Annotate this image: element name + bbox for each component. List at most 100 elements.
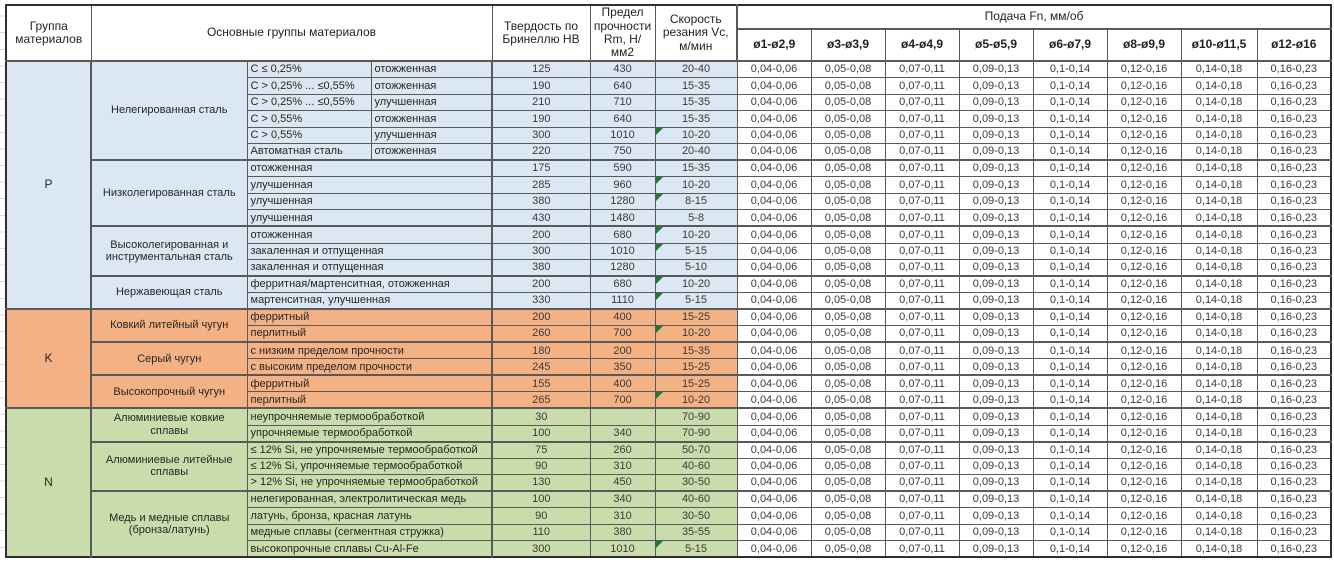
- feed-cell[interactable]: 0,14-0,18: [1180, 292, 1258, 310]
- rm-cell[interactable]: 960: [589, 176, 656, 194]
- feed-cell[interactable]: 0,12-0,16: [1106, 407, 1182, 426]
- feed-cell[interactable]: 0,12-0,16: [1106, 440, 1182, 459]
- feed-cell[interactable]: 0,14-0,18: [1180, 457, 1258, 476]
- feed-cell[interactable]: 0,12-0,16: [1106, 209, 1182, 227]
- vc-cell[interactable]: 5-15: [654, 540, 738, 558]
- state-cell[interactable]: отожженная: [370, 60, 493, 79]
- rm-cell[interactable]: 590: [589, 159, 656, 178]
- feed-cell[interactable]: 0,05-0,08: [810, 77, 886, 95]
- hb-cell[interactable]: 245: [491, 358, 591, 376]
- feed-cell[interactable]: 0,12-0,16: [1106, 341, 1182, 360]
- rm-cell[interactable]: 430: [589, 60, 656, 79]
- feed-cell[interactable]: 0,07-0,11: [884, 523, 960, 542]
- subgroup-name-cell[interactable]: Высоколегированная и инструментальная ст…: [90, 225, 248, 277]
- feed-cell[interactable]: 0,09-0,13: [958, 440, 1034, 459]
- vc-cell[interactable]: 40-60: [654, 457, 738, 476]
- vc-cell[interactable]: 10-20: [654, 391, 738, 409]
- feed-cell[interactable]: 0,09-0,13: [958, 93, 1034, 112]
- feed-cell[interactable]: 0,12-0,16: [1106, 507, 1182, 525]
- feed-cell[interactable]: 0,1-0,14: [1032, 259, 1108, 277]
- subgroup-name-cell[interactable]: Медь и медные сплавы (бронза/латунь): [90, 490, 248, 558]
- feed-cell[interactable]: 0,05-0,08: [810, 110, 886, 128]
- feed-cell[interactable]: 0,16-0,23: [1256, 159, 1332, 178]
- feed-cell[interactable]: 0,12-0,16: [1106, 523, 1182, 542]
- feed-cell[interactable]: 0,1-0,14: [1032, 110, 1108, 128]
- feed-cell[interactable]: 0,09-0,13: [958, 176, 1034, 194]
- vc-cell[interactable]: 15-35: [654, 341, 738, 360]
- header-strength[interactable]: Предел прочности Rm, Н/мм2: [589, 4, 656, 62]
- feed-cell[interactable]: 0,04-0,06: [736, 507, 812, 525]
- feed-cell[interactable]: 0,05-0,08: [810, 209, 886, 227]
- material-group-cell[interactable]: N: [5, 407, 92, 558]
- feed-cell[interactable]: 0,04-0,06: [736, 457, 812, 476]
- feed-cell[interactable]: 0,05-0,08: [810, 60, 886, 79]
- feed-cell[interactable]: 0,16-0,23: [1256, 176, 1332, 194]
- feed-cell[interactable]: 0,14-0,18: [1180, 77, 1258, 95]
- feed-cell[interactable]: 0,16-0,23: [1256, 209, 1332, 227]
- feed-cell[interactable]: 0,12-0,16: [1106, 391, 1182, 409]
- feed-cell[interactable]: 0,14-0,18: [1180, 60, 1258, 79]
- feed-cell[interactable]: 0,1-0,14: [1032, 341, 1108, 360]
- header-speed[interactable]: Скорость резания Vc, м/мин: [654, 4, 738, 62]
- rm-cell[interactable]: 310: [589, 507, 656, 525]
- feed-cell[interactable]: 0,05-0,08: [810, 540, 886, 558]
- vc-cell[interactable]: 10-20: [654, 126, 738, 145]
- feed-cell[interactable]: 0,07-0,11: [884, 507, 960, 525]
- vc-cell[interactable]: 5-10: [654, 259, 738, 277]
- feed-cell[interactable]: 0,04-0,06: [736, 440, 812, 459]
- material-desc-cell[interactable]: с высоким пределом прочности: [246, 358, 493, 376]
- feed-cell[interactable]: 0,14-0,18: [1180, 507, 1258, 525]
- hb-cell[interactable]: 265: [491, 391, 591, 409]
- feed-cell[interactable]: 0,09-0,13: [958, 126, 1034, 145]
- vc-cell[interactable]: 10-20: [654, 325, 738, 343]
- rm-cell[interactable]: 640: [589, 110, 656, 128]
- feed-cell[interactable]: 0,04-0,06: [736, 391, 812, 409]
- hb-cell[interactable]: 300: [491, 126, 591, 145]
- feed-cell[interactable]: 0,05-0,08: [810, 407, 886, 426]
- spec-cell[interactable]: C ≤ 0,25%: [246, 60, 372, 79]
- material-group-cell[interactable]: K: [5, 308, 92, 409]
- feed-cell[interactable]: 0,09-0,13: [958, 457, 1034, 476]
- feed-cell[interactable]: 0,04-0,06: [736, 242, 812, 261]
- hb-cell[interactable]: 285: [491, 176, 591, 194]
- feed-cell[interactable]: 0,04-0,06: [736, 275, 812, 294]
- vc-cell[interactable]: 35-55: [654, 523, 738, 542]
- vc-cell[interactable]: 30-50: [654, 474, 738, 492]
- feed-cell[interactable]: 0,14-0,18: [1180, 176, 1258, 194]
- feed-cell[interactable]: 0,14-0,18: [1180, 143, 1258, 161]
- rm-cell[interactable]: 1110: [589, 292, 656, 310]
- feed-cell[interactable]: 0,07-0,11: [884, 292, 960, 310]
- feed-cell[interactable]: 0,1-0,14: [1032, 457, 1108, 476]
- feed-cell[interactable]: 0,12-0,16: [1106, 77, 1182, 95]
- hb-cell[interactable]: 155: [491, 374, 591, 393]
- feed-cell[interactable]: 0,05-0,08: [810, 176, 886, 194]
- feed-cell[interactable]: 0,04-0,06: [736, 424, 812, 443]
- vc-cell[interactable]: 70-90: [654, 424, 738, 443]
- feed-cell[interactable]: 0,16-0,23: [1256, 292, 1332, 310]
- feed-cell[interactable]: 0,12-0,16: [1106, 60, 1182, 79]
- feed-cell[interactable]: 0,1-0,14: [1032, 374, 1108, 393]
- vc-cell[interactable]: 15-25: [654, 358, 738, 376]
- hb-cell[interactable]: 125: [491, 60, 591, 79]
- feed-cell[interactable]: 0,05-0,08: [810, 507, 886, 525]
- feed-cell[interactable]: 0,16-0,23: [1256, 110, 1332, 128]
- spec-cell[interactable]: C > 0,25% ... ≤0,55%: [246, 93, 372, 112]
- feed-cell[interactable]: 0,12-0,16: [1106, 225, 1182, 244]
- subgroup-name-cell[interactable]: Серый чугун: [90, 341, 248, 376]
- feed-cell[interactable]: 0,16-0,23: [1256, 325, 1332, 343]
- feed-cell[interactable]: 0,04-0,06: [736, 540, 812, 558]
- feed-cell[interactable]: 0,1-0,14: [1032, 275, 1108, 294]
- feed-cell[interactable]: 0,04-0,06: [736, 77, 812, 95]
- material-desc-cell[interactable]: упрочняемые термообработкой: [246, 424, 493, 443]
- feed-cell[interactable]: 0,07-0,11: [884, 424, 960, 443]
- feed-cell[interactable]: 0,16-0,23: [1256, 259, 1332, 277]
- hb-cell[interactable]: 100: [491, 424, 591, 443]
- feed-cell[interactable]: 0,05-0,08: [810, 126, 886, 145]
- rm-cell[interactable]: 1480: [589, 209, 656, 227]
- feed-cell[interactable]: 0,14-0,18: [1180, 374, 1258, 393]
- feed-cell[interactable]: 0,1-0,14: [1032, 192, 1108, 211]
- feed-cell[interactable]: 0,14-0,18: [1180, 110, 1258, 128]
- material-desc-cell[interactable]: ≤ 12% Si, упрочняемые термообработкой: [246, 457, 493, 476]
- feed-cell[interactable]: 0,05-0,08: [810, 93, 886, 112]
- feed-cell[interactable]: 0,12-0,16: [1106, 110, 1182, 128]
